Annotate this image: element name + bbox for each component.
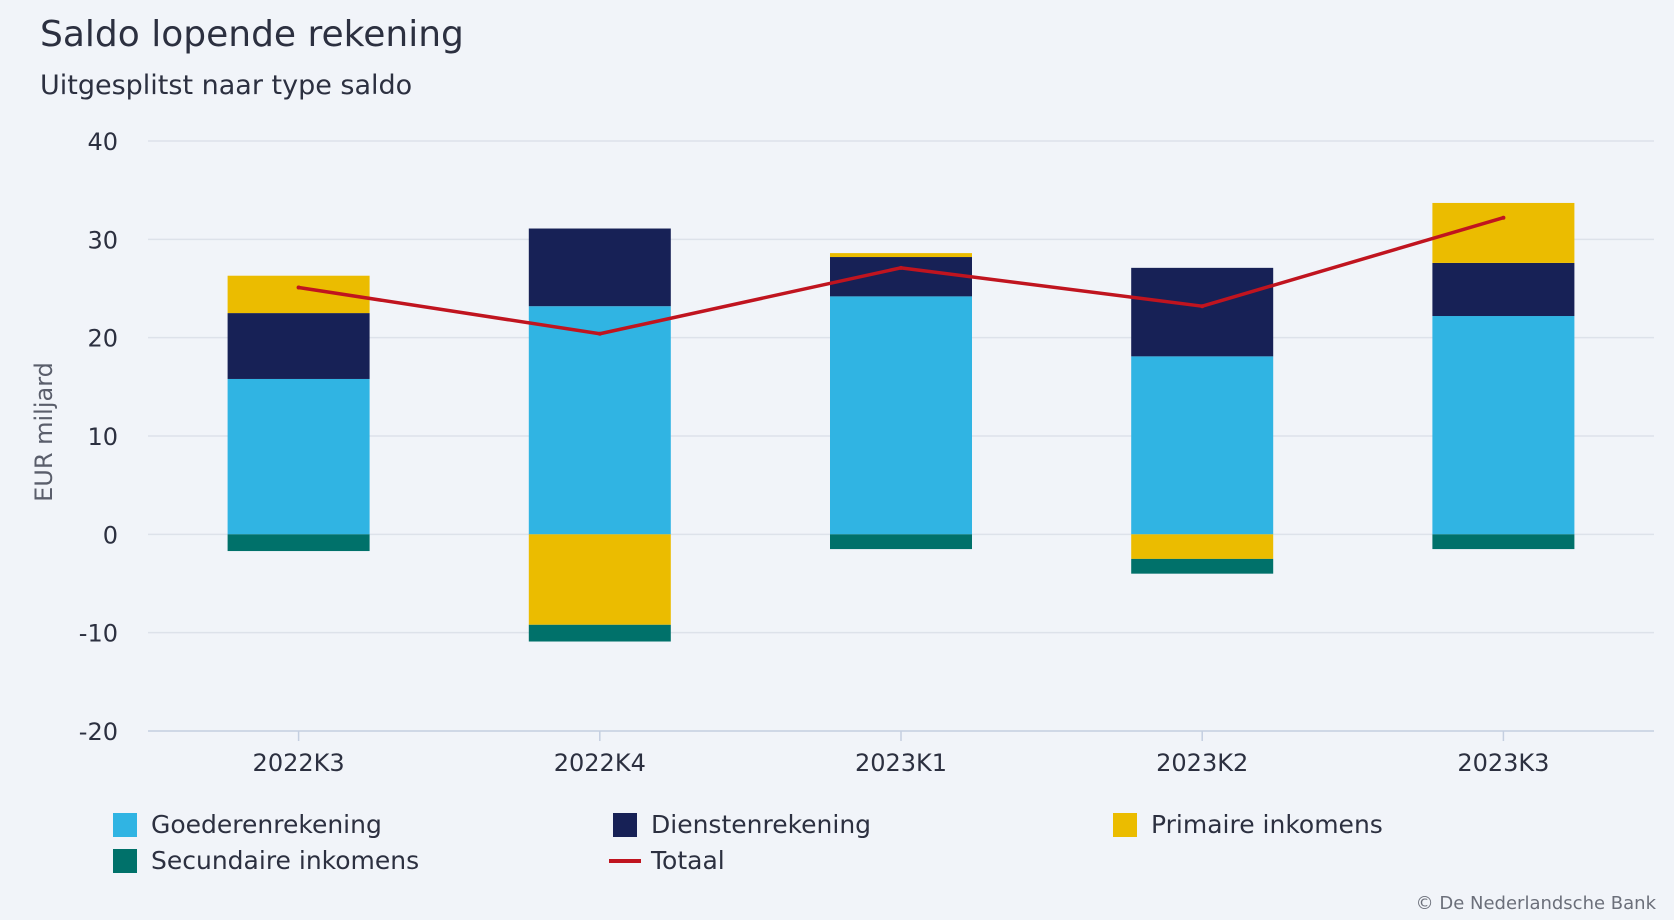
stacked-bar-chart: 40 30 20 10 0 -10 -20 EUR miljard 2022K3 2022K4 20…: [30, 128, 1654, 777]
bar-goederenrekening-2023K3: [1432, 316, 1575, 535]
y-tick-label: 0: [103, 521, 118, 549]
bar-primaire-inkomens-2023K1: [830, 253, 972, 258]
legend-label: Secundaire inkomens: [151, 846, 420, 875]
legend-swatch-goederenrekening: [113, 812, 137, 837]
point-totaal-2022K3: [296, 285, 301, 290]
bar-dienstenrekening-2022K3: [227, 313, 370, 379]
bar-primaire-inkomens-2022K4: [528, 534, 671, 625]
chart-title: Saldo lopende rekening: [40, 14, 464, 55]
bar-dienstenrekening-2023K1: [830, 257, 972, 297]
bar-goederenrekening-2023K1: [830, 296, 972, 535]
bar-dienstenrekening-2022K4: [528, 228, 671, 307]
legend-swatch-totaal: [609, 858, 641, 863]
bar-secundaire-inkomens-2023K3: [1432, 534, 1575, 550]
bar-secundaire-inkomens-2022K4: [528, 624, 671, 642]
y-tick-label: 20: [87, 325, 118, 353]
x-tick-label: 2022K4: [554, 749, 646, 777]
point-totaal-2022K4: [597, 331, 602, 336]
credit-text: © De Nederlandsche Bank: [1415, 893, 1656, 914]
y-tick-label: 10: [87, 423, 118, 451]
x-tick-label: 2023K1: [855, 749, 947, 777]
bar-secundaire-inkomens-2023K1: [830, 534, 972, 550]
x-tick-label: 2023K2: [1156, 749, 1248, 777]
legend-item-goederenrekening[interactable]: Goederenrekening: [113, 810, 382, 839]
point-totaal-2023K3: [1501, 215, 1506, 220]
x-tick-label: 2022K3: [253, 749, 345, 777]
legend-label: Totaal: [651, 846, 725, 875]
y-tick-label: 30: [87, 226, 118, 254]
bar-secundaire-inkomens-2022K3: [227, 534, 370, 552]
legend-label: Goederenrekening: [151, 810, 382, 839]
legend-swatch-secundaire-inkomens: [113, 848, 137, 873]
legend-item-dienstenrekening[interactable]: Dienstenrekening: [613, 810, 871, 839]
point-totaal-2023K2: [1200, 304, 1205, 309]
legend-swatch-dienstenrekening: [613, 812, 637, 837]
y-tick-label: -10: [79, 620, 118, 648]
legend-swatch-primaire-inkomens: [1113, 812, 1137, 837]
bar-secundaire-inkomens-2023K2: [1131, 558, 1274, 574]
legend-label: Dienstenrekening: [651, 810, 872, 839]
legend-item-primaire-inkomens[interactable]: Primaire inkomens: [1113, 810, 1383, 839]
legend: Goederenrekening Dienstenrekening Primai…: [113, 810, 1653, 890]
legend-item-secundaire-inkomens[interactable]: Secundaire inkomens: [113, 846, 419, 875]
y-axis-label: EUR miljard: [30, 362, 58, 502]
x-tick-label: 2023K3: [1457, 749, 1549, 777]
bar-goederenrekening-2022K3: [227, 378, 370, 535]
bar-goederenrekening-2022K4: [528, 306, 671, 535]
y-tick-label: 40: [87, 128, 118, 156]
legend-label: Primaire inkomens: [1151, 810, 1383, 839]
y-tick-label: -20: [79, 718, 118, 746]
chart-subtitle: Uitgesplitst naar type saldo: [40, 70, 413, 101]
bar-dienstenrekening-2023K3: [1432, 262, 1575, 317]
bar-goederenrekening-2023K2: [1131, 356, 1274, 535]
legend-item-totaal[interactable]: Totaal: [609, 846, 725, 875]
bar-primaire-inkomens-2023K2: [1131, 534, 1274, 559]
point-totaal-2023K1: [899, 265, 903, 270]
bar-dienstenrekening-2023K2: [1131, 267, 1274, 357]
